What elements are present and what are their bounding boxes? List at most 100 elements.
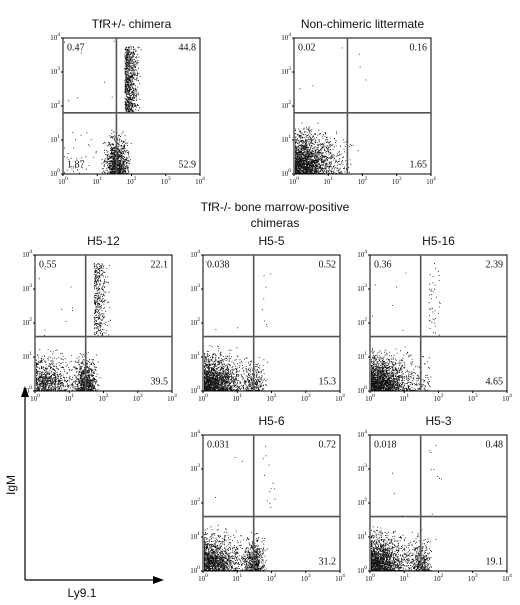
x-tick-label: 103	[468, 573, 478, 582]
plot-frame	[202, 254, 341, 392]
quadrant-percent: 37.9	[39, 376, 57, 387]
tick-exponent: 0	[296, 176, 299, 182]
tick-exponent: 3	[364, 283, 367, 289]
tick-exponent: 0	[197, 565, 200, 571]
panel-title: TfR+/- chimera	[92, 17, 172, 31]
x-tick-label: 103	[392, 176, 402, 185]
x-tick-label: 103	[161, 176, 171, 185]
x-tick-label: 104	[502, 573, 512, 582]
tick-base: 10	[50, 170, 58, 178]
tick-base: 10	[267, 395, 275, 403]
y-tick-label: 101	[357, 351, 367, 360]
events	[295, 47, 367, 174]
y-tick-label: 103	[22, 283, 32, 292]
tick-exponent: 4	[509, 573, 512, 579]
tick-exponent: 0	[37, 393, 40, 399]
y-tick-label: 101	[190, 531, 200, 540]
tick-base: 10	[50, 136, 58, 144]
y-tick-label: 100	[281, 168, 291, 177]
tick-exponent: 2	[197, 497, 200, 503]
x-tick-label: 103	[133, 393, 143, 402]
events	[36, 263, 111, 391]
x-tick-label: 102	[127, 176, 137, 185]
x-tick-label: 100	[198, 393, 208, 402]
tick-exponent: 0	[372, 393, 375, 399]
tick-base: 10	[22, 319, 30, 327]
quadrant-percent: 0.16	[410, 42, 428, 53]
tick-base: 10	[22, 251, 30, 259]
panel-title: H5-5	[258, 234, 284, 248]
tick-exponent: 3	[57, 66, 60, 72]
tick-base: 10	[357, 533, 365, 541]
tick-exponent: 4	[288, 32, 291, 38]
tick-base: 10	[357, 319, 365, 327]
y-tick-label: 100	[357, 385, 367, 394]
panel-title: H5-12	[87, 234, 120, 248]
x-tick-label: 103	[301, 573, 311, 582]
tick-exponent: 1	[239, 573, 242, 579]
quadrant-percent: 80.4	[374, 556, 392, 567]
tick-exponent: 4	[57, 32, 60, 38]
x-tick-label: 101	[232, 573, 242, 582]
tick-exponent: 3	[140, 393, 143, 399]
tick-base: 10	[281, 34, 289, 42]
tick-exponent: 4	[342, 573, 345, 579]
group-heading: TfR-/- bone marrow-positive	[201, 200, 350, 214]
flow-panel: H5-120.55 22.137.9 39.51001001011011021021…	[22, 234, 177, 402]
tick-base: 10	[281, 136, 289, 144]
y-tick-label: 101	[357, 531, 367, 540]
tick-exponent: 0	[372, 573, 375, 579]
tick-base: 10	[232, 575, 240, 583]
tick-exponent: 2	[441, 573, 444, 579]
tick-base: 10	[434, 575, 442, 583]
tick-exponent: 1	[197, 351, 200, 357]
tick-base: 10	[357, 465, 365, 473]
tick-exponent: 3	[475, 573, 478, 579]
tick-exponent: 0	[364, 385, 367, 391]
events	[204, 261, 272, 391]
tick-base: 10	[195, 178, 203, 186]
tick-exponent: 2	[197, 317, 200, 323]
tick-exponent: 2	[364, 317, 367, 323]
events	[204, 445, 276, 571]
x-tick-label: 100	[58, 176, 68, 185]
quadrant-percent: 52.9	[179, 159, 197, 170]
x-tick-label: 101	[399, 573, 409, 582]
tick-base: 10	[358, 178, 366, 186]
tick-base: 10	[190, 499, 198, 507]
tick-base: 10	[281, 68, 289, 76]
arrowhead	[21, 386, 29, 397]
tick-base: 10	[468, 575, 476, 583]
panel-title: H5-3	[425, 414, 451, 428]
quadrant-percent: 0.031	[207, 439, 230, 450]
y-tick-label: 100	[50, 168, 60, 177]
x-tick-label: 100	[198, 573, 208, 582]
y-tick-label: 100	[190, 565, 200, 574]
tick-exponent: 1	[29, 351, 32, 357]
y-tick-label: 104	[190, 429, 200, 438]
events	[371, 263, 441, 391]
quadrant-percent: 84.1	[207, 376, 225, 387]
tick-exponent: 1	[364, 531, 367, 537]
y-tick-label: 102	[281, 100, 291, 109]
tick-exponent: 2	[288, 100, 291, 106]
tick-base: 10	[281, 170, 289, 178]
y-tick-label: 101	[190, 351, 200, 360]
tick-base: 10	[50, 102, 58, 110]
tick-base: 10	[365, 575, 373, 583]
tick-base: 10	[426, 178, 434, 186]
arrowhead	[153, 576, 164, 584]
tick-base: 10	[22, 353, 30, 361]
x-axis-label: Ly9.1	[68, 586, 97, 600]
tick-base: 10	[58, 178, 66, 186]
x-tick-label: 102	[434, 393, 444, 402]
tick-base: 10	[190, 285, 198, 293]
tick-base: 10	[190, 353, 198, 361]
panel-title: H5-16	[422, 234, 455, 248]
tick-exponent: 4	[364, 429, 367, 435]
tick-base: 10	[357, 431, 365, 439]
tick-exponent: 4	[433, 176, 436, 182]
tick-base: 10	[335, 575, 343, 583]
